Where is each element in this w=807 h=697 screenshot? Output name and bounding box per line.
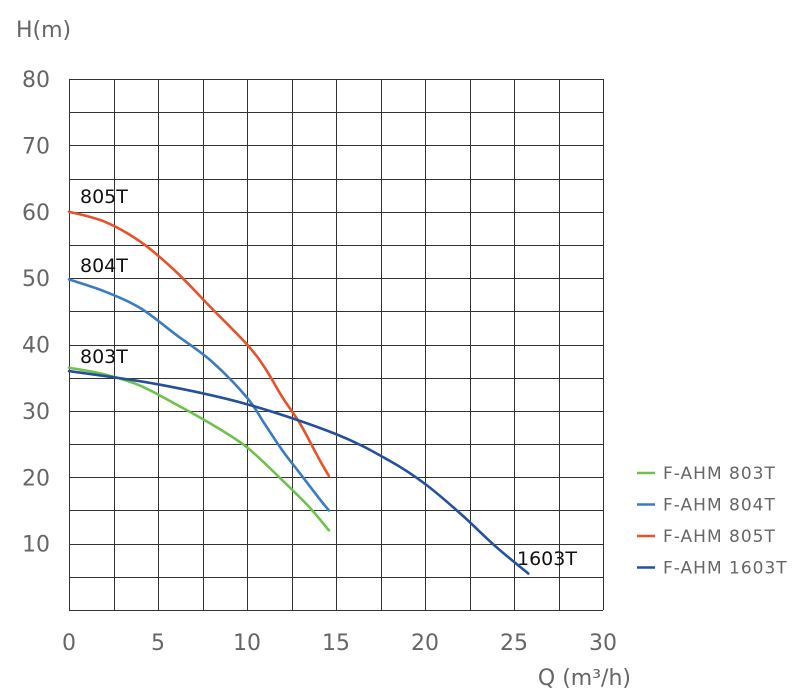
y-axis-title: H(m) (16, 18, 71, 43)
series-line-1603t (67, 369, 530, 575)
curve-label-805t: 805T (80, 186, 128, 208)
legend-label: F-AHM 803T (663, 464, 776, 484)
x-axis-title: Q (m³/h) (538, 666, 631, 691)
y-tick-label: 60 (22, 201, 50, 226)
y-tick-label: 80 (22, 68, 50, 93)
x-tick-label: 10 (233, 631, 261, 656)
curve-label-1603t: 1603T (517, 548, 577, 570)
legend-label: F-AHM 804T (663, 496, 776, 516)
x-axis-ticks: 0 5 10 15 20 25 30 (62, 631, 617, 656)
y-tick-label: 70 (22, 134, 50, 159)
legend-label: F-AHM 805T (663, 527, 776, 547)
y-tick-label: 10 (22, 533, 50, 558)
y-tick-label: 20 (22, 466, 50, 491)
curve-label-804t: 804T (80, 255, 128, 277)
curve-labels: 803T 804T 805T 1603T (80, 186, 577, 570)
chart-legend: F-AHM 803T F-AHM 804T F-AHM 805T F-AHM 1603… (637, 464, 788, 579)
x-tick-label: 15 (322, 631, 350, 656)
y-tick-label: 30 (22, 400, 50, 425)
x-tick-label: 30 (589, 631, 617, 656)
y-axis-ticks: 10 20 30 40 50 60 70 80 (22, 68, 50, 558)
chart-series-group (67, 210, 530, 575)
x-tick-label: 0 (62, 631, 76, 656)
series-line-805t (67, 210, 331, 478)
legend-label: F-AHM 1603T (663, 559, 788, 579)
y-tick-label: 40 (22, 334, 50, 359)
x-tick-label: 20 (411, 631, 439, 656)
x-tick-label: 25 (500, 631, 528, 656)
x-tick-label: 5 (151, 631, 165, 656)
y-tick-label: 50 (22, 267, 50, 292)
series-line-804t (67, 278, 331, 512)
chart-grid (69, 79, 604, 611)
curve-label-803t: 803T (80, 346, 128, 368)
